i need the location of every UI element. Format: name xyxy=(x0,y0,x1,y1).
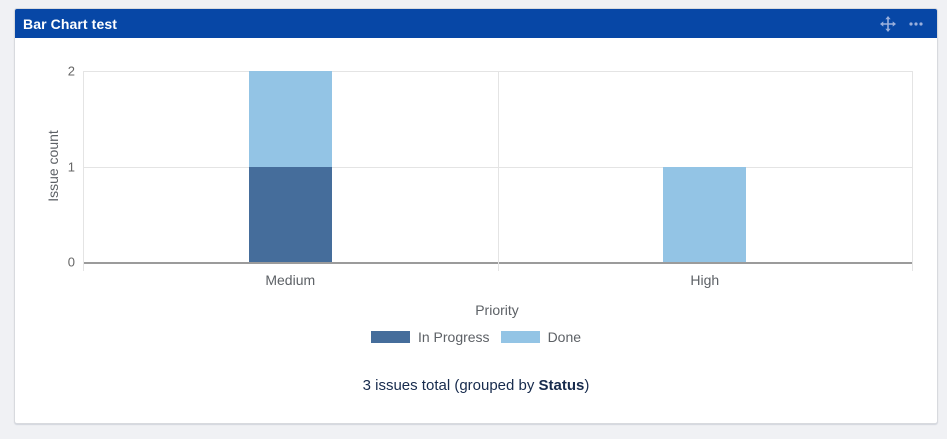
x-axis-title: Priority xyxy=(475,302,519,318)
legend-label: In Progress xyxy=(417,329,490,345)
gridline-horizontal xyxy=(83,71,912,72)
ellipsis-icon[interactable] xyxy=(907,15,925,33)
gridline-vertical xyxy=(498,71,499,271)
gadget-header: Bar Chart test xyxy=(15,9,937,38)
summary-suffix: ) xyxy=(584,377,590,394)
move-icon[interactable] xyxy=(879,15,897,33)
legend-item: In Progress xyxy=(370,329,490,345)
bar-chart-gadget: Bar Chart test xyxy=(14,8,938,424)
bar-segment-done[interactable] xyxy=(663,166,746,262)
summary-group-field: Status xyxy=(538,377,585,394)
gadget-title: Bar Chart test xyxy=(23,15,117,32)
bar-segment-in-progress[interactable] xyxy=(249,166,332,262)
plot-area xyxy=(83,71,913,271)
y-tick-label: 1 xyxy=(67,159,75,174)
legend-item: Done xyxy=(500,329,582,345)
gridline-vertical xyxy=(83,71,84,271)
y-tick-label: 0 xyxy=(67,254,75,270)
gridline-vertical xyxy=(912,71,913,271)
legend-swatch xyxy=(370,331,410,343)
y-tick-label: 2 xyxy=(67,63,75,79)
legend-swatch xyxy=(500,331,540,343)
issues-summary: 3 issues total (grouped by Status) xyxy=(15,377,937,394)
gadget-header-actions xyxy=(879,15,925,33)
legend-label: Done xyxy=(547,329,582,345)
summary-prefix: 3 issues total (grouped by xyxy=(362,377,539,394)
x-axis-baseline xyxy=(83,262,912,264)
x-tick-label: Medium xyxy=(265,272,316,288)
gridline-horizontal xyxy=(83,166,912,168)
chart-legend: In Progress Done xyxy=(15,329,937,345)
x-tick-label: High xyxy=(690,272,720,288)
bar-segment-done[interactable] xyxy=(249,71,332,167)
chart-area: Issue count Priority In Progress Done 3 i… xyxy=(15,38,937,423)
